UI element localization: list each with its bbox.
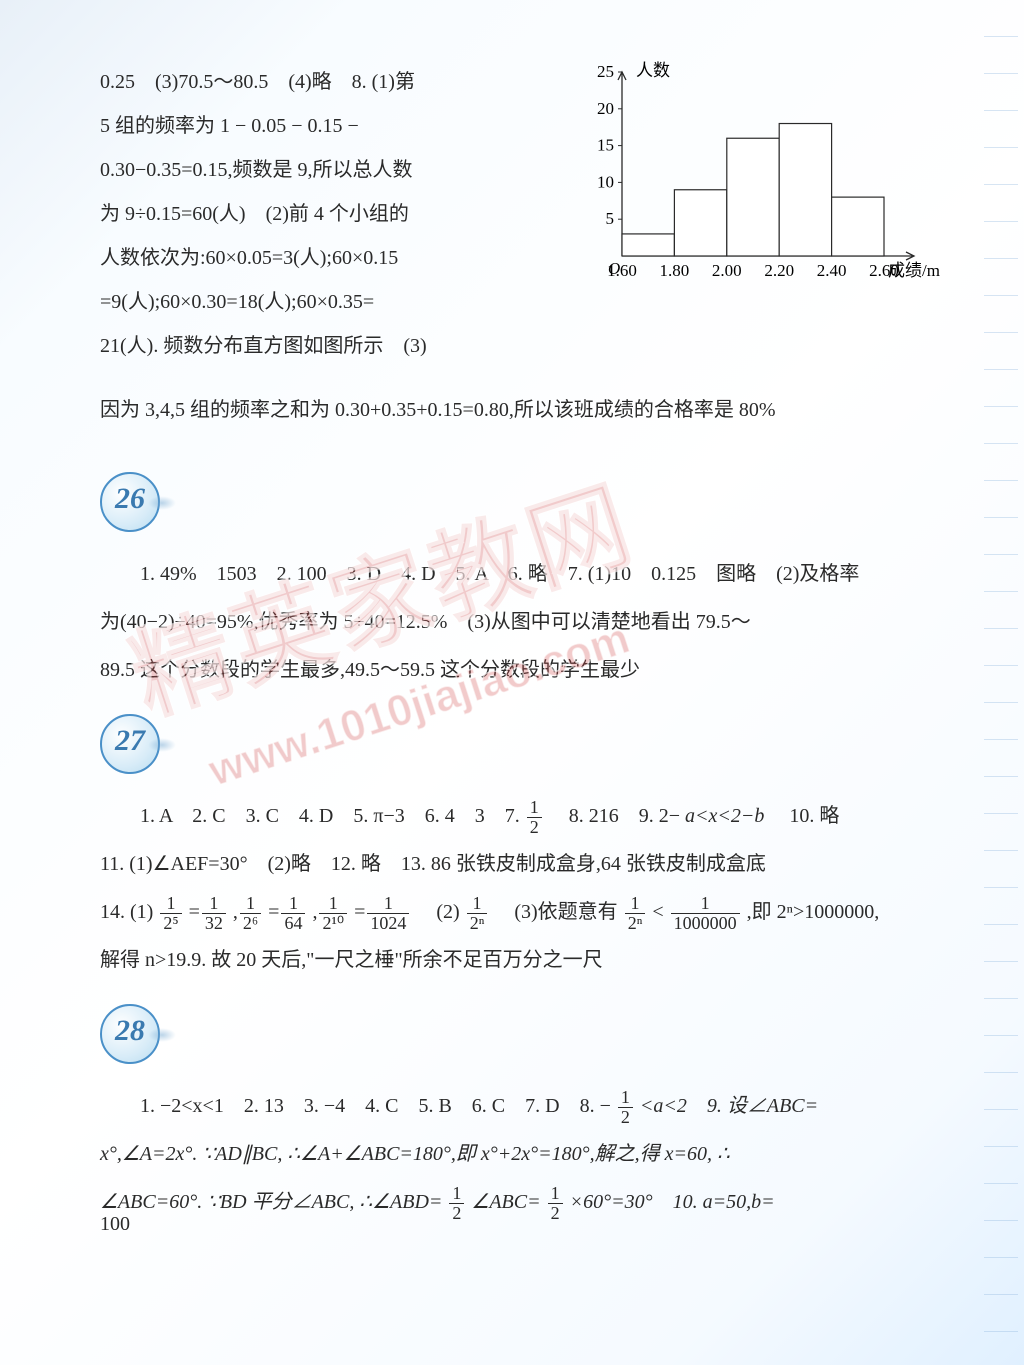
t2: 5 组的频率为 1 − 0.05 − 0.15 − (100, 115, 359, 137)
svg-text:25: 25 (597, 62, 614, 81)
s27-a3: 10. 略 (769, 805, 839, 827)
svg-text:1.60: 1.60 (607, 261, 637, 280)
s26-b: 为(40−2)÷40=95%,优秀率为 5÷40=12.5% (3)从图中可以清… (100, 611, 751, 633)
t3: 0.30−0.35=0.15,频数是 9,所以总人数 (100, 159, 413, 181)
svg-text:20: 20 (597, 99, 614, 118)
frac-half-1: 12 (527, 798, 542, 837)
svg-text:成绩/m: 成绩/m (888, 261, 940, 280)
frac-half-3: 12 (449, 1184, 464, 1223)
f-1-25: 12⁵ (160, 894, 181, 933)
s28-b: x°,∠A=2x°. ∵AD∥BC, ∴∠A+∠ABC=180°,即 x°+2x… (100, 1143, 730, 1165)
f-1-mil: 11000000 (671, 894, 740, 933)
t5: 人数依次为:60×0.05=3(人);60×0.15 (100, 247, 398, 269)
s28-body: 1. −2<x<1 2. 13 3. −4 4. C 5. B 6. C 7. … (100, 1082, 944, 1226)
svg-text:2.40: 2.40 (817, 261, 847, 280)
top-text: 0.25 (3)70.5～80.5 (4)略 8. (1)第 5 组的频率为 1… (100, 60, 554, 368)
s27-ax: a<x<2−b (685, 805, 764, 827)
s28-a1: 1. −2<x<1 2. 13 3. −4 4. C 5. B 6. C 7. … (140, 1095, 611, 1117)
s27-b: 11. (1)∠AEF=30° (2)略 12. 略 13. 86 张铁皮制成盒… (100, 853, 766, 875)
svg-text:人数: 人数 (636, 61, 670, 80)
s28-c3: ×60°=30° 10. a=50,b= (570, 1191, 775, 1213)
page-number: 100 (100, 1213, 130, 1236)
t7: 21(人). 频数分布直方图如图所示 (3) (100, 335, 427, 357)
s28-c1: ∠ABC=60°. ∵BD 平分∠ABC, ∴∠ABD= (100, 1191, 442, 1213)
s28-c2: ∠ABC= (471, 1191, 540, 1213)
s27-c1: 14. (1) (100, 901, 153, 923)
s28-a2: <a<2 9. 设∠ABC= (640, 1095, 818, 1117)
top-sum: 因为 3,4,5 组的频率之和为 0.30+0.35+0.15=0.80,所以该… (100, 388, 944, 432)
svg-text:5: 5 (606, 209, 615, 228)
svg-text:10: 10 (597, 172, 614, 191)
t4: 为 9÷0.15=60(人) (2)前 4 个小组的 (100, 203, 409, 225)
s27-a1: 1. A 2. C 3. C 4. D 5. π−3 6. 4 3 7. (140, 805, 525, 827)
badge-28: 28 (100, 1004, 160, 1064)
f-1-26: 12⁶ (240, 894, 261, 933)
histogram-svg: 510152025O1.601.802.002.202.402.60人数成绩/m (574, 60, 944, 290)
t1: 0.25 (3)70.5～80.5 (4)略 8. (1)第 (100, 71, 415, 93)
s27-lt: < (652, 901, 663, 923)
svg-text:2.00: 2.00 (712, 261, 742, 280)
s26-body: 1. 49% 1503 2. 100 3. D 4. D 5. A 6. 略 7… (100, 550, 944, 694)
badge-27: 27 (100, 714, 160, 774)
t6: =9(人);60×0.30=18(人);60×0.35= (100, 291, 374, 313)
s27-c4: ,即 2ⁿ>1000000, (747, 901, 880, 923)
frac-half-4: 12 (548, 1184, 563, 1223)
f-1-64: 164 (281, 894, 305, 933)
s27-c3: (3)依题意有 (494, 901, 617, 923)
s26-a: 1. 49% 1503 2. 100 3. D 4. D 5. A 6. 略 7… (140, 563, 859, 585)
s27-c2: (2) (416, 901, 459, 923)
s27-body: 1. A 2. C 3. C 4. D 5. π−3 6. 4 3 7. 12 … (100, 792, 944, 984)
top-block: 0.25 (3)70.5～80.5 (4)略 8. (1)第 5 组的频率为 1… (100, 60, 944, 368)
badge-26: 26 (100, 472, 160, 532)
f-1-1024: 11024 (367, 894, 409, 933)
s27-a2: 8. 216 9. 2− (549, 805, 680, 827)
f-1-2n-a: 12ⁿ (467, 894, 488, 933)
svg-text:2.20: 2.20 (764, 261, 794, 280)
s27-d: 解得 n>19.9. 故 20 天后,"一尺之棰"所余不足百万分之一尺 (100, 949, 603, 971)
f-1-210: 12¹⁰ (319, 894, 347, 933)
f-1-2n-b: 12ⁿ (625, 894, 646, 933)
svg-text:1.80: 1.80 (660, 261, 690, 280)
histogram-chart: 510152025O1.601.802.002.202.402.60人数成绩/m (574, 60, 944, 290)
f-1-32: 132 (202, 894, 226, 933)
frac-half-2: 12 (618, 1088, 633, 1127)
page-content: 0.25 (3)70.5～80.5 (4)略 8. (1)第 5 组的频率为 1… (0, 0, 1024, 1276)
s26-c: 89.5 这个分数段的学生最多,49.5～59.5 这个分数段的学生最少 (100, 659, 640, 681)
svg-text:15: 15 (597, 136, 614, 155)
